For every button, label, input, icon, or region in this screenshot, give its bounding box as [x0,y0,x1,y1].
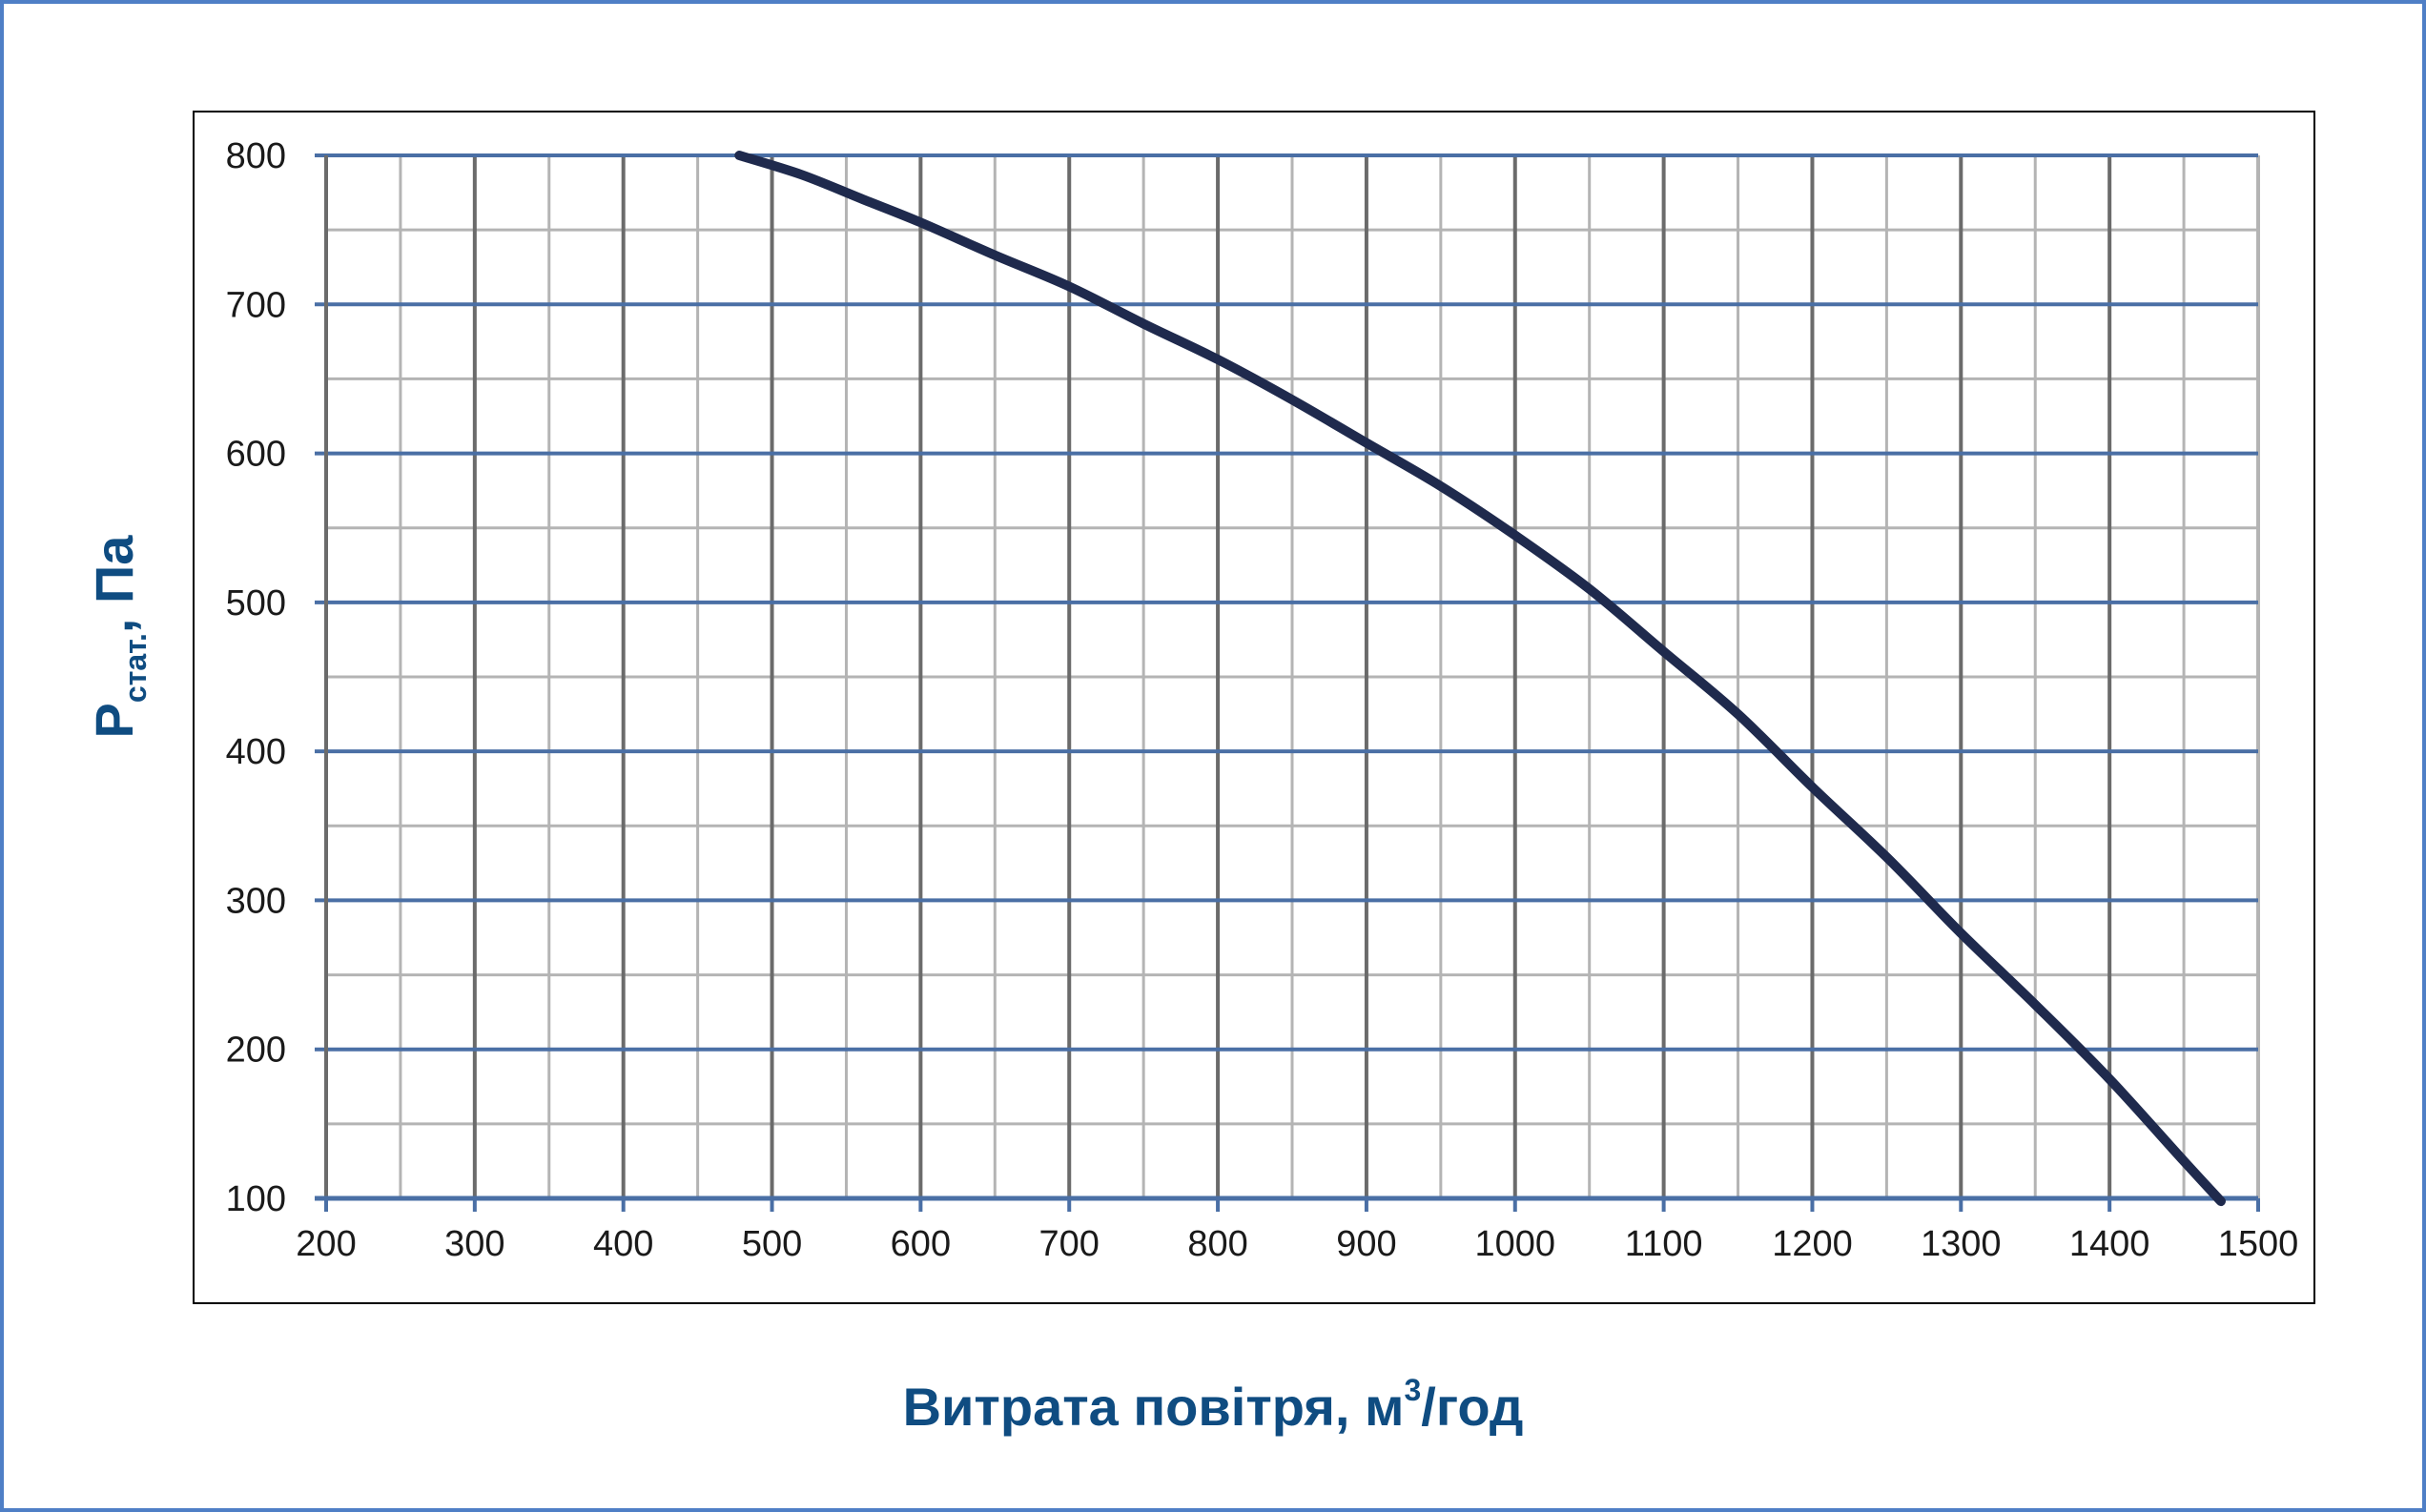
x-tick-label: 900 [1336,1224,1396,1264]
x-tick-label: 400 [593,1224,653,1264]
x-tick-label: 1300 [1921,1224,2002,1264]
x-axis-title-sup: 3 [1404,1373,1422,1407]
x-tick-label: 1000 [1474,1224,1555,1264]
y-axis-title-suffix: , Па [84,535,144,634]
x-tick-label: 1200 [1772,1224,1853,1264]
y-tick-label: 600 [226,435,286,475]
x-tick-label: 1400 [2069,1224,2150,1264]
y-axis-title: Pстат., Па [83,536,154,739]
y-tick-label: 800 [226,136,286,176]
x-tick-label: 1100 [1625,1224,1703,1264]
x-tick-label: 500 [742,1224,802,1264]
axes [315,155,2260,1212]
y-tick-label: 200 [226,1031,286,1071]
x-axis-title-suffix: /год [1421,1377,1524,1437]
y-tick-label: 400 [226,732,286,772]
series-curve [734,151,2226,1207]
x-tick-label: 1500 [2218,1224,2299,1264]
x-tick-label: 800 [1187,1224,1247,1264]
y-axis-title-sub: стат. [118,633,153,704]
y-tick-label: 100 [226,1179,286,1219]
x-axis-title: Витрата повітря, м3/год [0,1373,2426,1438]
x-tick-label: 200 [296,1224,356,1264]
y-tick-labels: 100 200 300 400 500 600 700 800 [226,136,286,1219]
minor-grid [326,155,2258,1198]
major-grid [315,153,2260,1198]
x-tick-label: 700 [1039,1224,1100,1264]
y-tick-label: 700 [226,285,286,325]
x-tick-label: 300 [444,1224,504,1264]
series-curve-group [734,151,2226,1207]
x-axis-title-text: Витрата повітря, м [902,1377,1405,1437]
x-tick-labels: 200 300 400 500 600 700 800 900 1000 1100 1200 1300… [296,1224,2298,1264]
y-axis-title-text: P [84,703,144,739]
y-tick-label: 300 [226,881,286,921]
y-tick-label: 500 [226,583,286,623]
x-tick-label: 600 [891,1224,951,1264]
